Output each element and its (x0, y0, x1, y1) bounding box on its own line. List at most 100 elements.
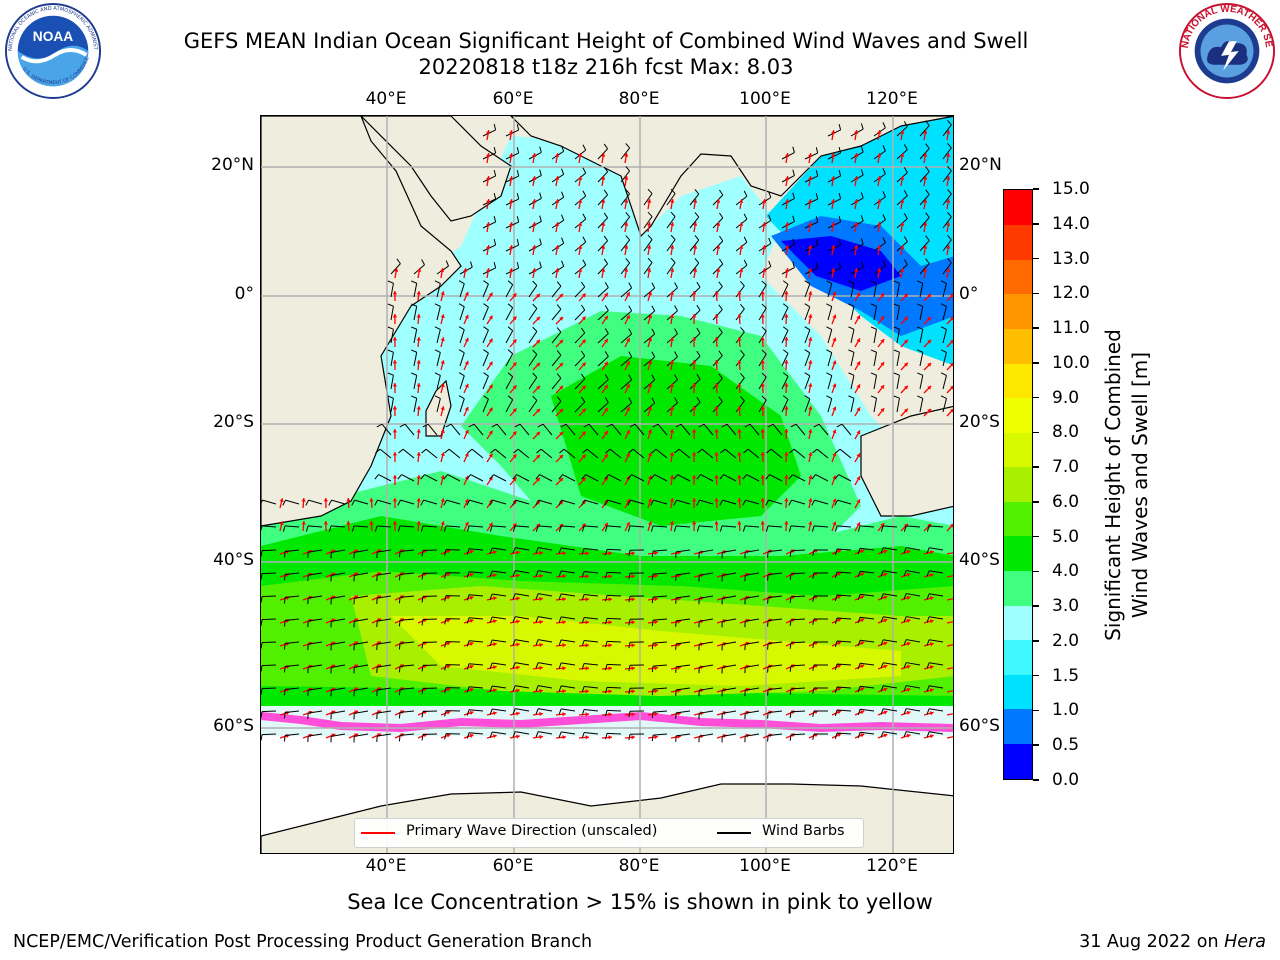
wind-barb (689, 309, 701, 321)
wind-barb-flag (466, 548, 470, 555)
wind-barb-flag (466, 709, 470, 716)
wave-arrow-head (626, 338, 630, 343)
wind-barb (722, 710, 737, 714)
wind-barb (790, 618, 806, 621)
wind-barb (919, 240, 930, 252)
wind-barb (482, 398, 489, 413)
wave-arrow-head (906, 664, 911, 669)
wind-barb-flag (926, 570, 930, 577)
wave-arrow-head (860, 733, 865, 738)
wind-barb (446, 499, 461, 505)
wind-barb (712, 401, 723, 413)
wind-barb-flag (421, 688, 424, 695)
wind-barb (377, 499, 392, 505)
wave-arrow-head (608, 574, 612, 579)
wind-barb (804, 329, 811, 344)
wind-barb (699, 595, 714, 599)
wind-barb-flag (766, 448, 772, 454)
wind-barb-flag (420, 474, 425, 480)
wind-barb (827, 329, 833, 344)
wind-barb-flag (628, 734, 631, 741)
wind-barb-flag (507, 349, 513, 355)
wind-barb-flag (398, 689, 401, 696)
wave-arrow-head (760, 406, 765, 410)
wave-arrow-head (737, 429, 742, 433)
wave-arrow-head (512, 339, 517, 344)
wave-direction-arrow (946, 736, 953, 739)
wind-barb-flag (917, 326, 923, 330)
wave-arrow-head (832, 314, 837, 319)
wind-barb-flag (580, 350, 586, 357)
wave-arrow-head (532, 268, 537, 272)
wind-barb (422, 710, 438, 713)
wave-arrow-head (492, 665, 497, 670)
wind-barb (538, 639, 553, 643)
wind-barb (538, 593, 553, 597)
wind-barb-flag (940, 326, 947, 330)
wind-barb (653, 641, 668, 644)
wave-arrow-head (512, 362, 517, 367)
wind-barb-flag (647, 257, 653, 263)
wind-barb (678, 448, 691, 459)
wave-arrow-head (880, 408, 885, 413)
wind-barb (492, 616, 507, 620)
wind-barb (448, 448, 461, 459)
wind-barb-flag (603, 189, 609, 196)
wind-barb (620, 287, 632, 298)
wind-barb (584, 685, 599, 689)
wave-arrow-head (486, 268, 491, 272)
wave-arrow-head (929, 711, 934, 716)
wave-arrow-head (880, 385, 885, 390)
wind-barb (585, 474, 599, 482)
wave-arrow-head (832, 452, 837, 457)
wave-arrow-head (555, 176, 560, 180)
wind-barb (597, 356, 609, 367)
wind-barb-flag (926, 639, 930, 646)
wind-barb (735, 285, 745, 298)
wind-barb-flag (651, 351, 656, 358)
wave-arrow-head (654, 596, 658, 602)
wind-barb-flag (583, 423, 590, 428)
wave-arrow-head (669, 383, 675, 387)
wind-barb-flag (940, 280, 947, 284)
wind-barb-flag (926, 662, 930, 669)
colorbar-title-line1: Significant Height of Combined (1101, 329, 1125, 641)
wave-arrow-head (946, 153, 951, 157)
wind-barb-flag (535, 547, 539, 554)
wind-barb-flag (826, 349, 832, 353)
wind-barb (699, 641, 714, 645)
wind-barb-flag (558, 593, 562, 600)
wind-barb-flag (696, 350, 701, 357)
wind-barb-flag (880, 547, 884, 554)
wave-arrow-head (949, 362, 953, 367)
wave-arrow-head (631, 689, 635, 694)
wave-arrow-head (626, 499, 630, 504)
wind-barb-flag (507, 326, 513, 332)
wind-barb (377, 572, 392, 576)
wave-arrow-head (516, 711, 520, 716)
wave-arrow-head (808, 429, 813, 433)
wind-barb (836, 617, 852, 620)
wind-barb (285, 499, 300, 505)
wind-barb (942, 329, 947, 344)
wave-arrow-head (691, 360, 697, 364)
wave-arrow-head (808, 222, 813, 226)
colorbar-tick (1033, 431, 1039, 434)
wind-barb (929, 570, 944, 574)
wind-barb-flag (604, 305, 609, 311)
wind-barb (666, 262, 676, 275)
wind-barb-flag (743, 236, 748, 243)
wind-barb-flag (673, 474, 678, 480)
wave-arrow-head (446, 710, 451, 715)
wind-barb (942, 398, 947, 413)
wave-arrow-head (512, 293, 517, 298)
wave-arrow-head (714, 452, 719, 456)
wind-barb-flag (434, 280, 441, 284)
wave-arrow-head (808, 199, 813, 203)
wind-barb-flag (940, 349, 947, 353)
wind-barb (606, 594, 622, 597)
wave-direction-arrow (946, 552, 953, 555)
wind-barb (422, 733, 438, 736)
wind-barb (745, 595, 760, 599)
wind-barb-flag (767, 666, 769, 673)
